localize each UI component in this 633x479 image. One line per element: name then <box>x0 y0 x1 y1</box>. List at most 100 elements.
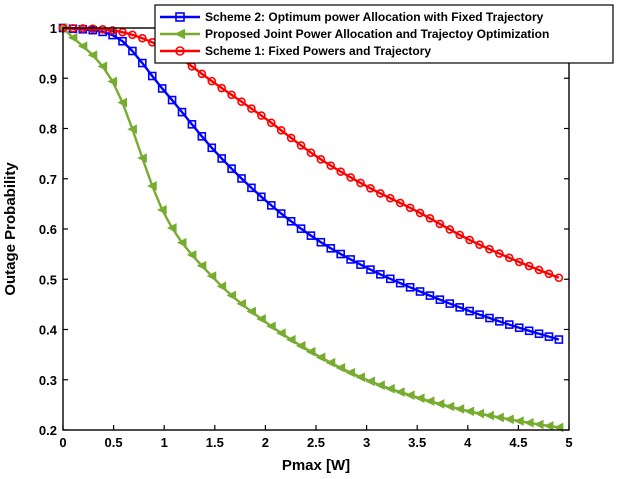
y-tick-label: 0.2 <box>39 423 57 438</box>
x-axis-label: Pmax [W] <box>282 457 350 474</box>
series-marker <box>495 317 504 326</box>
series-marker <box>246 306 256 317</box>
series-2 <box>57 23 564 433</box>
series-marker <box>217 154 226 163</box>
series-marker <box>157 205 167 215</box>
series-marker <box>237 174 246 183</box>
series-marker <box>147 181 157 191</box>
series-marker <box>524 326 534 336</box>
series-marker <box>305 346 316 357</box>
series-marker <box>336 167 345 176</box>
series-marker <box>295 341 306 351</box>
series-marker <box>107 76 118 87</box>
series-marker <box>414 393 425 404</box>
series-marker <box>385 383 395 394</box>
series-marker <box>485 313 494 323</box>
series-marker <box>524 261 534 271</box>
series-marker <box>326 244 336 253</box>
series-marker <box>534 265 544 275</box>
series-marker <box>375 380 385 390</box>
y-tick-label: 0.8 <box>39 122 57 137</box>
series-marker <box>475 310 484 319</box>
series-marker <box>455 230 465 240</box>
series-marker <box>514 323 524 333</box>
series-marker <box>296 141 306 150</box>
series-marker <box>514 257 524 267</box>
series-marker <box>346 255 355 264</box>
series-marker <box>554 335 564 344</box>
x-tick-label: 1.5 <box>206 435 224 450</box>
series-marker <box>88 24 98 34</box>
series-marker <box>424 396 435 406</box>
series-marker <box>157 84 167 93</box>
series-marker <box>325 357 336 368</box>
series-marker <box>405 283 415 292</box>
legend: Scheme 2: Optimum power Allocation with … <box>154 4 614 64</box>
series-marker <box>306 148 316 157</box>
legend-marker <box>175 12 185 22</box>
x-tick-label: 4.5 <box>509 435 527 450</box>
series-marker <box>187 120 197 129</box>
series-marker <box>405 203 415 213</box>
series-marker <box>534 329 544 339</box>
series-marker <box>395 198 405 208</box>
series-marker <box>445 299 455 308</box>
series-marker <box>237 97 246 106</box>
x-tick-label: 3 <box>363 435 370 450</box>
series-marker <box>257 192 266 202</box>
series-marker <box>524 417 534 428</box>
series-marker <box>425 214 435 223</box>
series-marker <box>395 278 405 288</box>
series-marker <box>376 270 385 279</box>
series-marker <box>138 58 147 68</box>
series-marker <box>543 421 554 431</box>
series-marker <box>226 290 237 301</box>
series-marker <box>474 408 485 419</box>
series-marker <box>197 132 207 141</box>
series-marker <box>326 161 336 170</box>
series-marker <box>306 231 316 240</box>
legend-marker <box>174 28 185 40</box>
series-marker <box>67 32 78 43</box>
series-marker <box>385 274 395 284</box>
y-tick-label: 0.3 <box>39 373 57 388</box>
y-tick-label: 0.9 <box>39 71 57 86</box>
series-marker <box>176 237 187 248</box>
series-marker <box>117 97 128 108</box>
series-marker <box>227 164 236 173</box>
series-marker <box>445 225 455 234</box>
series-marker <box>276 125 286 135</box>
x-tick-label: 0 <box>59 435 66 450</box>
series-marker <box>128 30 137 40</box>
series-marker <box>366 265 375 274</box>
series-marker <box>207 143 217 153</box>
series-1 <box>58 23 564 344</box>
series-marker <box>435 219 445 229</box>
x-tick-label: 2.5 <box>307 435 325 450</box>
series-marker <box>385 193 395 203</box>
legend-box <box>154 4 614 64</box>
legend-label: Proposed Joint Power Allocation and Traj… <box>205 27 549 41</box>
series-marker <box>504 253 514 263</box>
series-marker <box>276 209 286 218</box>
series-marker <box>544 332 554 341</box>
series-marker <box>464 406 475 417</box>
series-marker <box>286 133 296 143</box>
y-tick-label: 1 <box>50 21 57 36</box>
y-axis-label: Outage Probability <box>2 162 19 296</box>
series-marker <box>504 320 514 329</box>
series-marker <box>197 69 207 79</box>
series-marker <box>485 244 494 254</box>
series-marker <box>475 240 484 249</box>
series-marker <box>316 237 326 247</box>
series-marker <box>554 273 564 283</box>
series-marker <box>533 419 544 430</box>
series-marker <box>147 71 157 81</box>
series-marker <box>315 352 326 363</box>
series-marker <box>345 367 356 378</box>
series-marker <box>544 269 554 279</box>
series-marker <box>216 281 227 292</box>
series-marker <box>257 111 266 120</box>
series-marker <box>435 295 445 304</box>
